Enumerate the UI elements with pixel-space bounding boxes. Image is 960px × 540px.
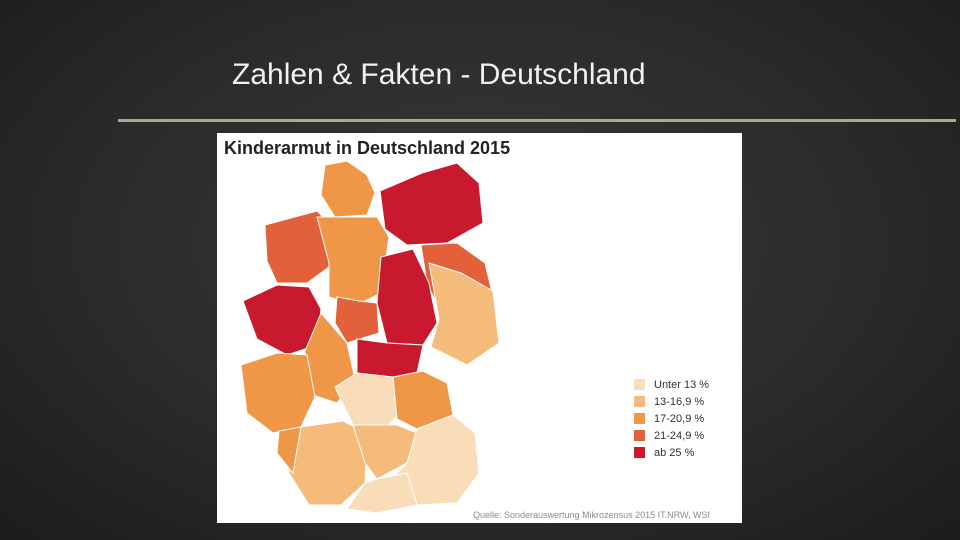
region <box>346 472 418 514</box>
source: Quelle: Sonderauswertung Mikrozensus 201… <box>473 510 710 520</box>
slide-title: Zahlen & Fakten - Deutschland <box>232 58 646 91</box>
legend-swatch <box>634 447 645 458</box>
legend-swatch <box>634 430 645 441</box>
region <box>396 414 480 506</box>
map: Kinderarmut in Deutschland 2015 <box>224 138 710 520</box>
title-rule <box>118 119 956 122</box>
legend-swatch <box>634 396 645 407</box>
legend-label: Unter 13 % <box>654 379 709 391</box>
region <box>276 426 302 475</box>
legend: Unter 13 % 13-16,9 % 17-20,9 % 21-24,9 % ab … <box>634 379 709 459</box>
legend-swatch <box>634 413 645 424</box>
region <box>379 162 484 246</box>
map-title: Kinderarmut in Deutschland 2015 <box>224 138 510 158</box>
region <box>376 248 438 346</box>
region <box>320 160 376 218</box>
legend-label: 17-20,9 % <box>654 413 704 425</box>
legend-label: ab 25 % <box>654 447 695 459</box>
legend-label: 21-24,9 % <box>654 430 704 442</box>
region <box>264 210 336 284</box>
region <box>288 420 368 506</box>
region <box>316 216 390 306</box>
legend-swatch <box>634 379 645 390</box>
region <box>334 296 380 344</box>
legend-label: 13-16,9 % <box>654 396 704 408</box>
region <box>428 262 500 366</box>
regions <box>240 160 500 514</box>
region <box>240 352 316 434</box>
map-figure: Kinderarmut in Deutschland 2015 <box>217 133 742 523</box>
